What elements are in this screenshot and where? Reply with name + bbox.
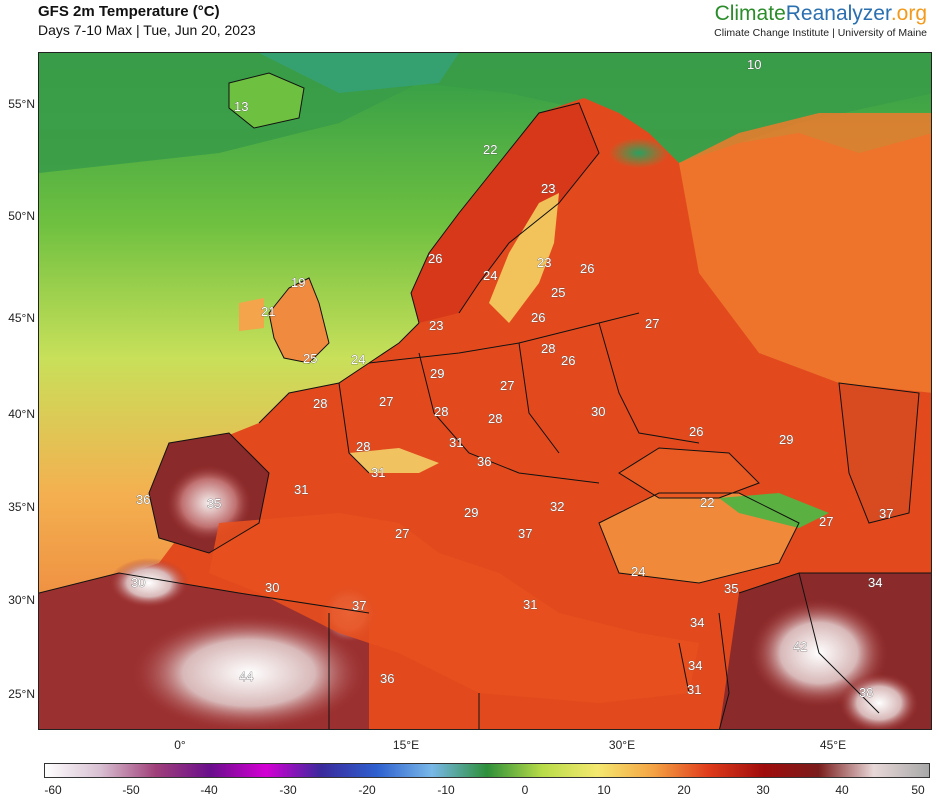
temp-label: 31	[294, 482, 308, 497]
temp-label: 36	[380, 671, 394, 686]
lat-label-35n: 35°N	[8, 500, 35, 514]
temp-label: 10	[747, 57, 761, 72]
map-title: GFS 2m Temperature (°C)	[38, 3, 220, 20]
colorbar-tick: 20	[677, 783, 691, 797]
temp-label: 25	[303, 351, 317, 366]
temperature-map[interactable]: 10 13 22 23 26 24 23 26 19 21 25 23 26 2…	[38, 52, 932, 730]
temp-label: 29	[430, 366, 444, 381]
colorbar-tick: 0	[521, 783, 529, 797]
alps-region	[349, 448, 439, 473]
colorbar-tick: -30	[279, 783, 297, 797]
temp-label: 35	[207, 496, 221, 511]
lon-label-45e: 45°E	[819, 738, 847, 752]
temp-label: 35	[724, 581, 738, 596]
temp-label: 27	[395, 526, 409, 541]
lat-label-45n: 45°N	[8, 311, 35, 325]
temp-label: 29	[779, 432, 793, 447]
lat-label-30n: 30°N	[8, 593, 35, 607]
temp-label: 37	[879, 506, 893, 521]
lon-label-30e: 30°E	[608, 738, 636, 752]
temp-label: 32	[550, 499, 564, 514]
temp-label: 22	[483, 142, 497, 157]
temp-label: 23	[429, 318, 443, 333]
temp-label: 27	[379, 394, 393, 409]
temp-label: 28	[541, 341, 555, 356]
temp-label: 31	[449, 435, 463, 450]
temp-label: 42	[793, 639, 807, 654]
brand-name-part2: Reanalyzer	[785, 2, 891, 25]
temp-label: 26	[428, 251, 442, 266]
temp-label: 13	[234, 99, 248, 114]
uk-region	[269, 278, 329, 363]
colorbar-tick: -60	[44, 783, 62, 797]
brand-subtitle: Climate Change Institute | University of…	[714, 27, 927, 39]
brand-name-part3: .org	[890, 2, 927, 25]
temperature-colorbar	[44, 763, 930, 778]
iceland-region	[229, 73, 304, 128]
colorbar-tick: -50	[122, 783, 140, 797]
temp-label: 28	[434, 404, 448, 419]
colorbar-tick: 10	[597, 783, 611, 797]
temp-label: 28	[356, 439, 370, 454]
temp-label: 26	[689, 424, 703, 439]
baltic-sea	[489, 193, 559, 323]
temp-label: 25	[551, 285, 565, 300]
country-borders	[39, 72, 931, 729]
temp-label: 34	[868, 575, 882, 590]
colorbar-tick: 30	[756, 783, 770, 797]
temp-label: 21	[261, 304, 275, 319]
black-sea	[619, 448, 759, 498]
temp-label: 23	[541, 181, 555, 196]
temp-label: 23	[537, 255, 551, 270]
temp-label: 30	[591, 404, 605, 419]
colorbar-tick: -40	[200, 783, 218, 797]
temp-label: 28	[488, 411, 502, 426]
colorbar-tick: 50	[911, 783, 925, 797]
temp-label: 31	[523, 597, 537, 612]
lat-label-55n: 55°N	[8, 97, 35, 111]
temp-label: 34	[690, 615, 704, 630]
temp-label: 27	[645, 316, 659, 331]
temp-label: 19	[291, 275, 305, 290]
mediterranean-sea	[209, 513, 699, 703]
temp-label: 37	[352, 598, 366, 613]
lat-label-50n: 50°N	[8, 209, 35, 223]
lon-label-15e: 15°E	[392, 738, 420, 752]
temp-label: 28	[313, 396, 327, 411]
temp-label: 24	[351, 352, 365, 367]
temp-label: 26	[531, 310, 545, 325]
temp-label: 44	[239, 669, 253, 684]
caspian-region	[839, 383, 919, 523]
temp-label: 22	[700, 495, 714, 510]
lon-label-0: 0°	[174, 738, 186, 752]
brand-name: ClimateReanalyzer.org	[714, 2, 927, 26]
temp-label: 30	[131, 575, 145, 590]
temp-label: 37	[518, 526, 532, 541]
temp-label: 24	[483, 268, 497, 283]
temp-label: 38	[859, 685, 873, 700]
temp-label: 30	[265, 580, 279, 595]
temp-label: 36	[136, 492, 150, 507]
colorbar-tick: -20	[358, 783, 376, 797]
temp-label: 27	[500, 378, 514, 393]
colorbar-tick: 40	[835, 783, 849, 797]
temp-label: 31	[371, 465, 385, 480]
colorbar-tick: -10	[437, 783, 455, 797]
temp-label: 34	[688, 658, 702, 673]
brand-name-part1: Climate	[714, 2, 786, 25]
temp-label: 24	[631, 564, 645, 579]
lat-label-40n: 40°N	[8, 407, 35, 421]
temp-label: 31	[687, 682, 701, 697]
temp-label: 29	[464, 505, 478, 520]
map-subtitle: Days 7-10 Max | Tue, Jun 20, 2023	[38, 22, 256, 38]
temp-label: 36	[477, 454, 491, 469]
lat-label-25n: 25°N	[8, 687, 35, 701]
brand-logo[interactable]: ClimateReanalyzer.org Climate Change Ins…	[714, 2, 927, 39]
temp-label: 26	[580, 261, 594, 276]
temp-label: 26	[561, 353, 575, 368]
temp-label: 27	[819, 514, 833, 529]
